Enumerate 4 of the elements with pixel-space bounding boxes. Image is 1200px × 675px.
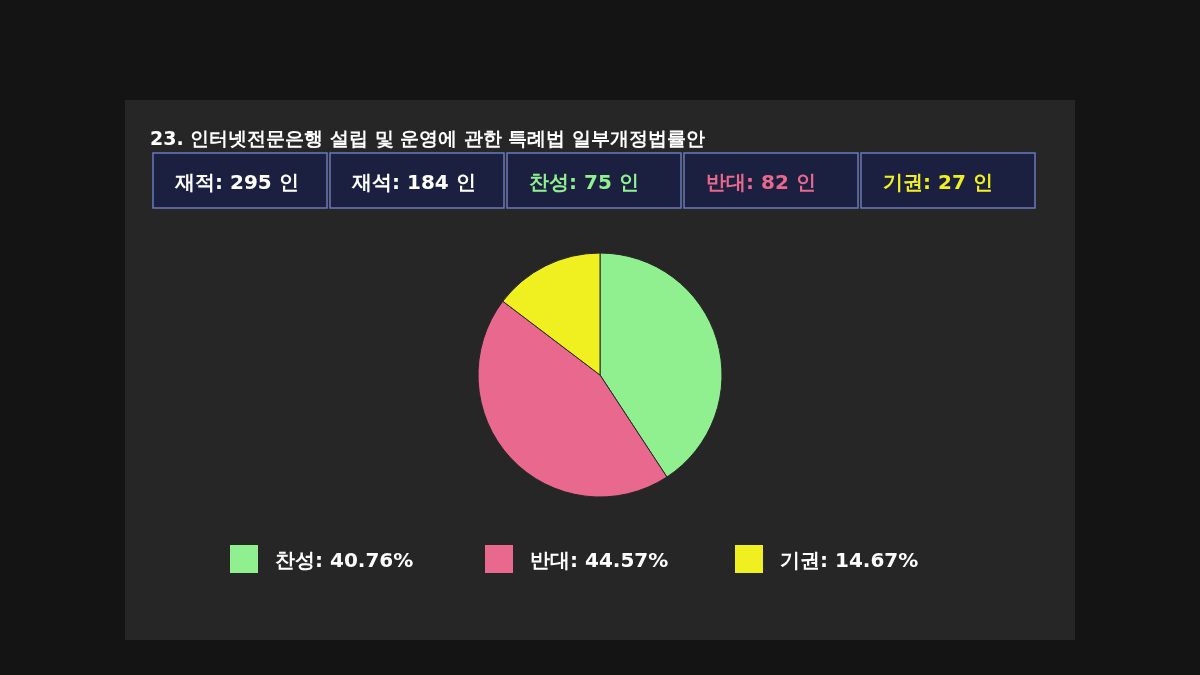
legend-label: 기권: 14.67% — [780, 548, 919, 572]
legend-label: 찬성: 40.76% — [275, 548, 414, 572]
legend-label: 반대: 44.57% — [530, 548, 669, 572]
chart-title: 23. 인터넷전문은행 설립 및 운영에 관한 특례법 일부개정법률안 — [150, 127, 705, 149]
